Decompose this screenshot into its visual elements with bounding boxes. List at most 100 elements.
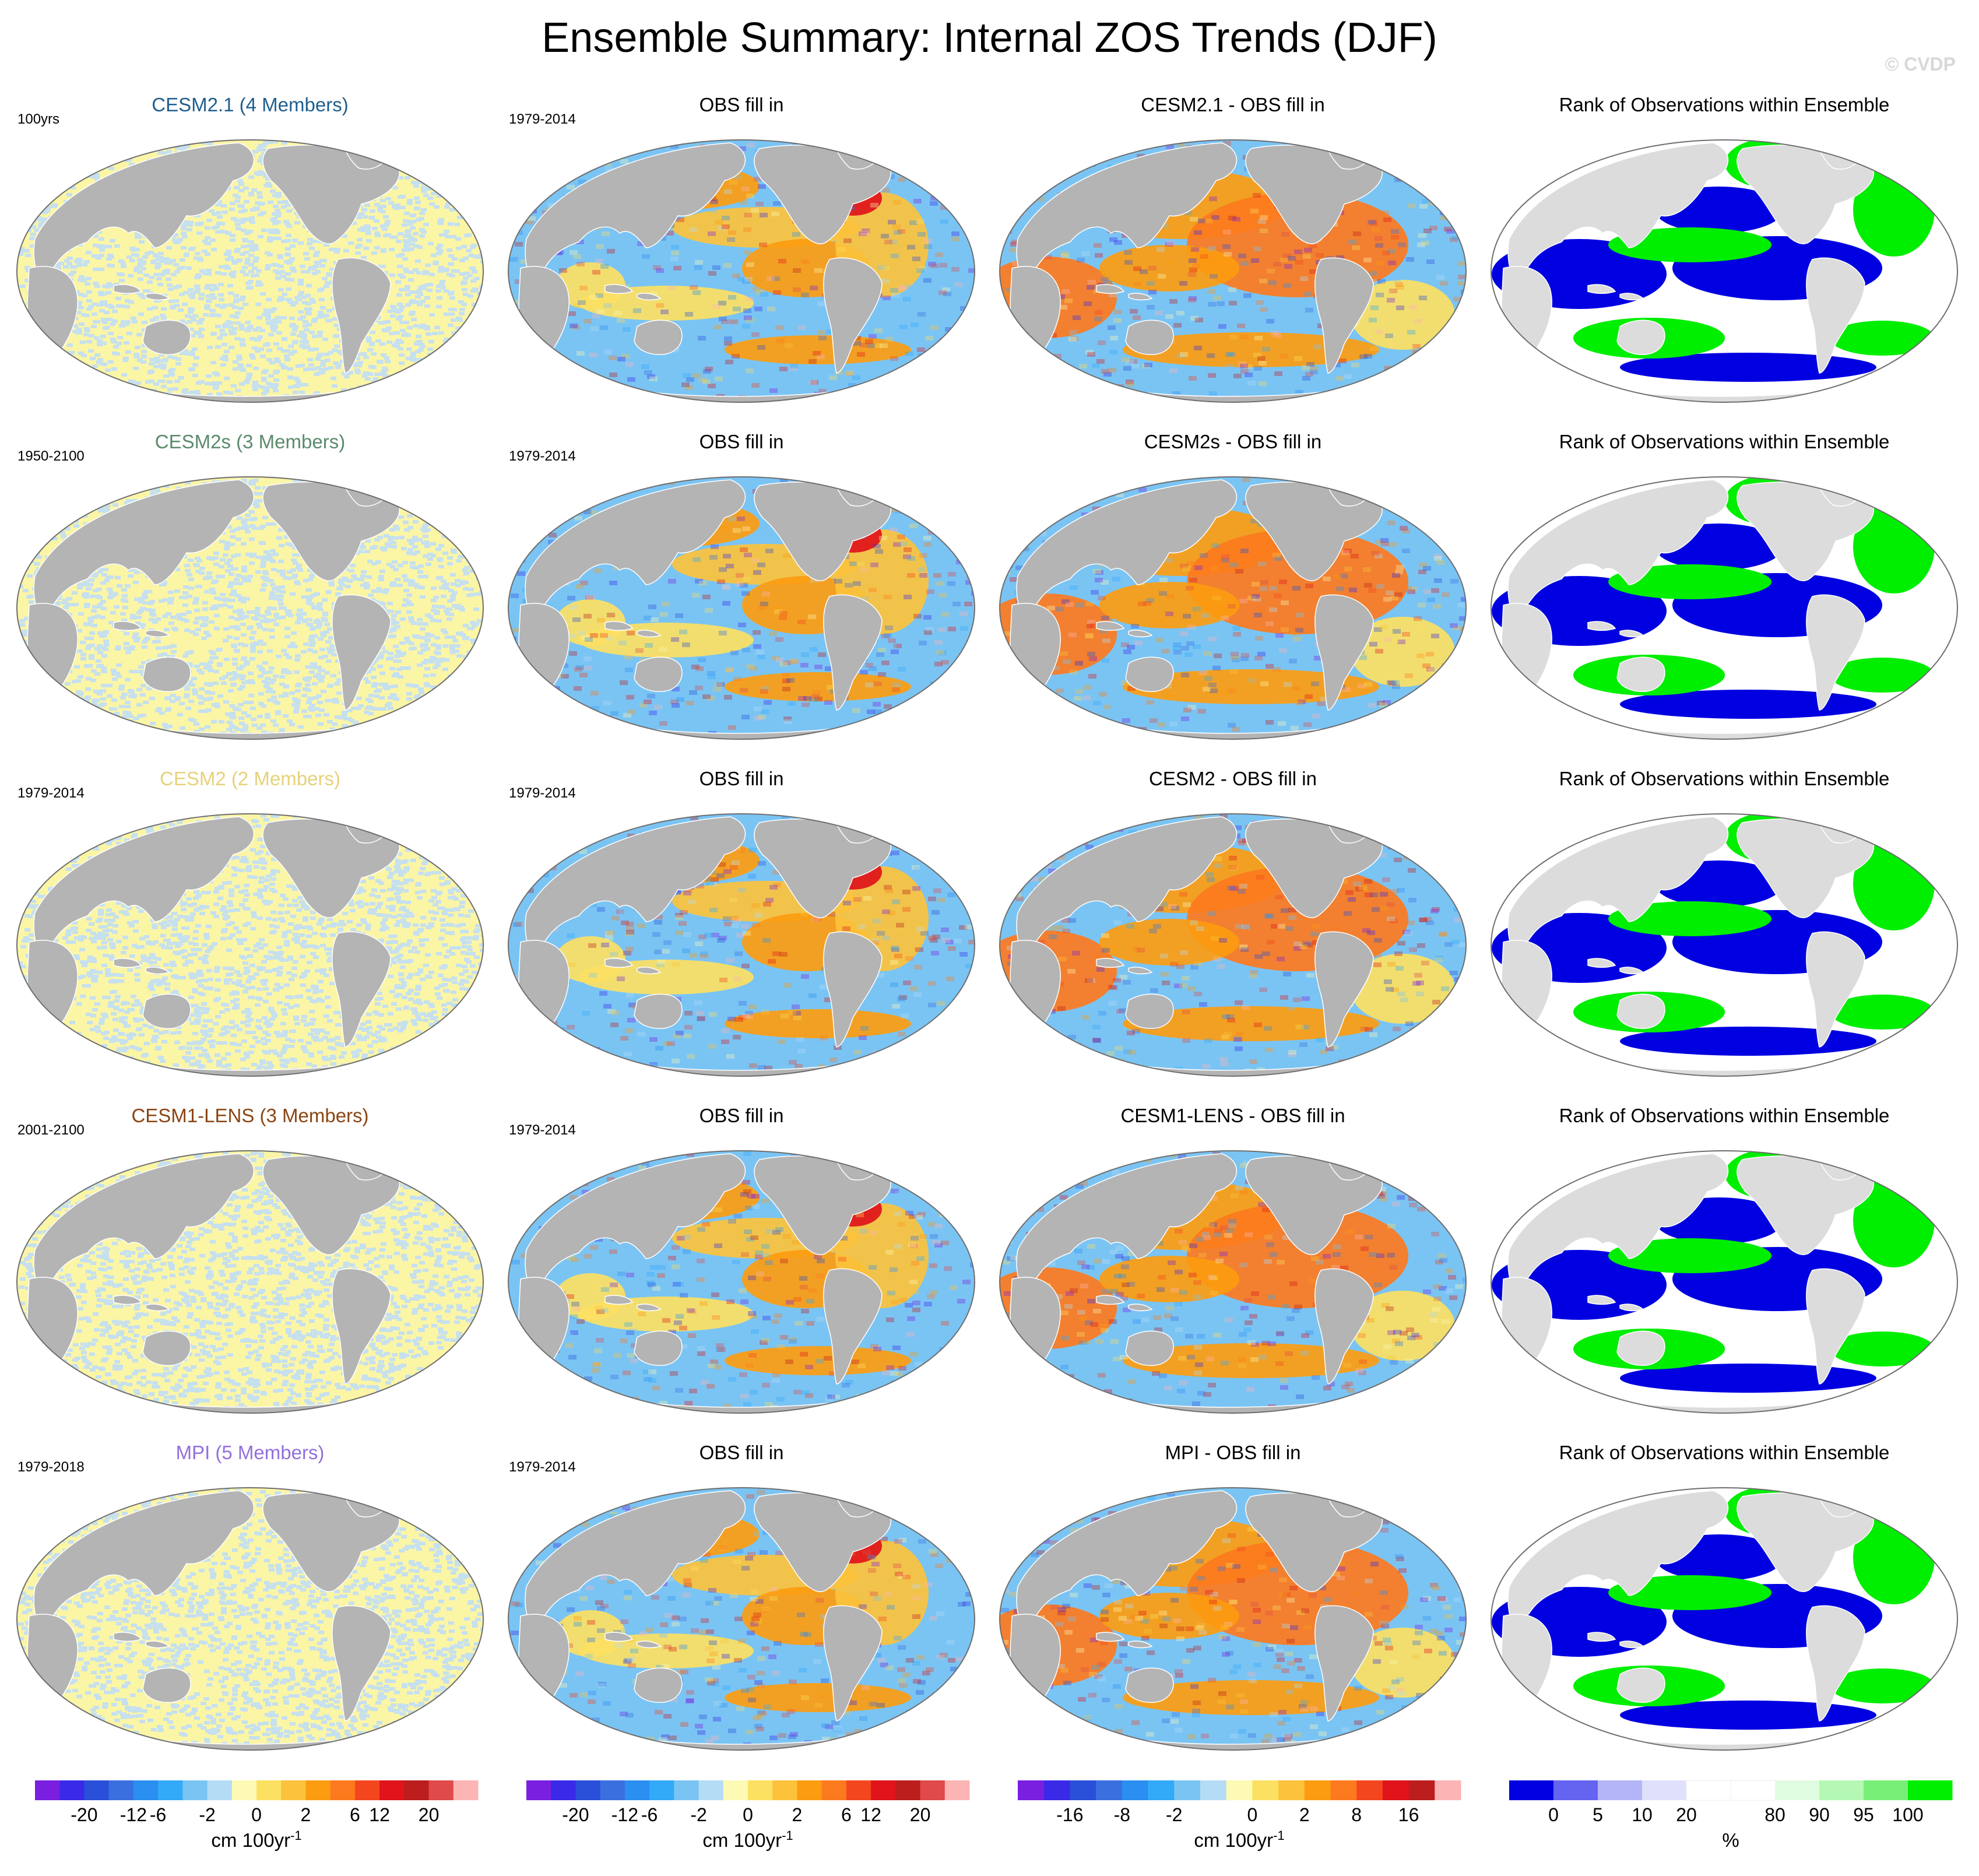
colorbar-tick-label: -2 bbox=[199, 1804, 215, 1825]
colorbar-swatch bbox=[379, 1780, 405, 1800]
colorbar-tick-label: -6 bbox=[641, 1804, 658, 1825]
colorbar-swatch bbox=[551, 1780, 576, 1800]
map-plot bbox=[508, 813, 975, 1077]
colorbar-swatch bbox=[674, 1780, 699, 1800]
colorbar-tick-label: 8 bbox=[1351, 1804, 1362, 1825]
colorbar-swatch bbox=[84, 1780, 110, 1800]
credit-watermark: © CVDP bbox=[1885, 54, 1956, 75]
colorbar-swatch bbox=[231, 1780, 257, 1800]
colorbar-swatch bbox=[1908, 1780, 1953, 1800]
colorbar-swatch bbox=[1356, 1780, 1383, 1800]
map-panel-spread-cesm2: CESM2 (2 Members) 1979-2014 bbox=[12, 767, 488, 1094]
colorbar-swatch bbox=[1070, 1780, 1096, 1800]
colorbar-tick-label: 16 bbox=[1398, 1804, 1419, 1825]
period-label: 100yrs bbox=[17, 111, 60, 127]
colorbar-swatch bbox=[871, 1780, 896, 1800]
colorbar-swatch bbox=[354, 1780, 380, 1800]
colorbar-swatch bbox=[821, 1780, 847, 1800]
diff-title: CESM2 - OBS fill in bbox=[1149, 768, 1317, 789]
map-plot bbox=[999, 139, 1467, 403]
colorbar-tick-label: -12 bbox=[120, 1804, 147, 1825]
colorbar-tick-label: 6 bbox=[841, 1804, 852, 1825]
colorbar-swatch bbox=[108, 1780, 134, 1800]
map-plot bbox=[16, 813, 484, 1077]
diff-title: CESM1-LENS - OBS fill in bbox=[1120, 1105, 1345, 1126]
obs-title: OBS fill in bbox=[699, 1442, 784, 1463]
colorbar-swatch bbox=[35, 1780, 60, 1800]
map-panel-diff-mpi: MPI - OBS fill in bbox=[994, 1441, 1471, 1768]
diff-title: MPI - OBS fill in bbox=[1165, 1442, 1301, 1463]
colorbar-tick-label: -20 bbox=[71, 1804, 97, 1825]
colorbar-swatch bbox=[59, 1780, 85, 1800]
colorbar-swatch bbox=[1174, 1780, 1201, 1800]
figure-title: Ensemble Summary: Internal ZOS Trends (D… bbox=[542, 15, 1437, 61]
map-plot bbox=[16, 1487, 484, 1751]
colorbar-swatch bbox=[1330, 1780, 1357, 1800]
colorbar-swatch bbox=[649, 1780, 674, 1800]
rank-title: Rank of Observations within Ensemble bbox=[1559, 94, 1890, 115]
map-panel-diff-cesm2: CESM2 - OBS fill in bbox=[994, 767, 1471, 1094]
colorbar-swatch bbox=[1043, 1780, 1070, 1800]
colorbar-swatch bbox=[698, 1780, 724, 1800]
map-panel-spread-mpi: MPI (5 Members) 1979-2018 bbox=[12, 1441, 488, 1768]
rank-title: Rank of Observations within Ensemble bbox=[1559, 1442, 1890, 1463]
colorbar-tick-label: 2 bbox=[792, 1804, 803, 1825]
obs-title: OBS fill in bbox=[699, 94, 784, 115]
colorbar-tick-label: 10 bbox=[1632, 1804, 1653, 1825]
colorbar-obs: -20 -12 -6 -2 0 2 6 12 20 cm 100yr-1 bbox=[526, 1778, 1003, 1871]
model-title: CESM1-LENS (3 Members) bbox=[131, 1105, 369, 1126]
colorbar-swatch bbox=[1686, 1780, 1731, 1801]
map-plot bbox=[999, 1150, 1467, 1414]
colorbar-swatch bbox=[920, 1780, 945, 1800]
colorbar-swatch bbox=[256, 1780, 282, 1800]
map-panel-spread-cesm2-1: CESM2.1 (4 Members) 100yrs bbox=[12, 93, 488, 420]
map-panel-diff-cesm2s: CESM2s - OBS fill in bbox=[994, 430, 1471, 757]
diff-title: CESM2.1 - OBS fill in bbox=[1141, 94, 1325, 115]
colorbar-tick-label: -2 bbox=[690, 1804, 706, 1825]
map-plot bbox=[16, 139, 484, 403]
colorbar-unit: cm 100yr-1 bbox=[1194, 1828, 1284, 1851]
colorbar-tick-label: 12 bbox=[369, 1804, 390, 1825]
colorbar-swatch bbox=[1553, 1780, 1598, 1800]
map-panel-rank-cesm2-1: Rank of Observations within Ensemble bbox=[1486, 93, 1963, 420]
colorbar-tick-label: 20 bbox=[910, 1804, 931, 1825]
colorbar-swatch bbox=[846, 1780, 871, 1800]
model-title: CESM2.1 (4 Members) bbox=[152, 94, 349, 115]
colorbar-swatch bbox=[182, 1780, 208, 1800]
colorbar-swatch bbox=[1435, 1780, 1461, 1800]
rank-title: Rank of Observations within Ensemble bbox=[1559, 1105, 1890, 1126]
colorbar-tick-label: 6 bbox=[350, 1804, 360, 1825]
period-label: 1979-2014 bbox=[509, 448, 576, 464]
map-plot bbox=[1491, 1150, 1958, 1414]
colorbar-tick-label: 80 bbox=[1764, 1804, 1785, 1825]
colorbar-swatch bbox=[723, 1780, 748, 1800]
period-label: 1979-2014 bbox=[509, 1459, 576, 1475]
colorbar-diff: -16 -8 -2 0 2 8 16 cm 100yr-1 bbox=[1018, 1778, 1495, 1871]
colorbar-swatch bbox=[1730, 1780, 1776, 1801]
colorbar-swatch bbox=[600, 1780, 625, 1800]
obs-title: OBS fill in bbox=[699, 1105, 784, 1126]
colorbar-tick-label: -2 bbox=[1166, 1804, 1182, 1825]
colorbar-unit: cm 100yr-1 bbox=[211, 1828, 301, 1851]
colorbar-tick-label: 20 bbox=[419, 1804, 440, 1825]
colorbar-swatch bbox=[330, 1780, 356, 1800]
period-label: 1979-2018 bbox=[17, 1459, 85, 1475]
map-plot bbox=[16, 1150, 484, 1414]
colorbar-swatch bbox=[1200, 1780, 1227, 1800]
colorbar-swatch bbox=[895, 1780, 921, 1800]
map-plot bbox=[16, 476, 484, 740]
colorbar-tick-label: 0 bbox=[1247, 1804, 1258, 1825]
rank-title: Rank of Observations within Ensemble bbox=[1559, 431, 1890, 452]
colorbar-swatch bbox=[1598, 1780, 1643, 1800]
map-plot bbox=[999, 1487, 1467, 1751]
map-panel-obs-cesm2s: OBS fill in 1979-2014 bbox=[503, 430, 980, 757]
map-panel-diff-cesm2-1: CESM2.1 - OBS fill in bbox=[994, 93, 1471, 420]
map-panel-obs-cesm2-1: OBS fill in 1979-2014 bbox=[503, 93, 980, 420]
period-label: 1979-2014 bbox=[509, 111, 576, 127]
colorbar-tick-label: 0 bbox=[743, 1804, 753, 1825]
colorbar-swatch bbox=[1018, 1780, 1045, 1800]
model-title: CESM2 (2 Members) bbox=[160, 768, 340, 789]
map-panel-rank-cesm2s: Rank of Observations within Ensemble bbox=[1486, 430, 1963, 757]
